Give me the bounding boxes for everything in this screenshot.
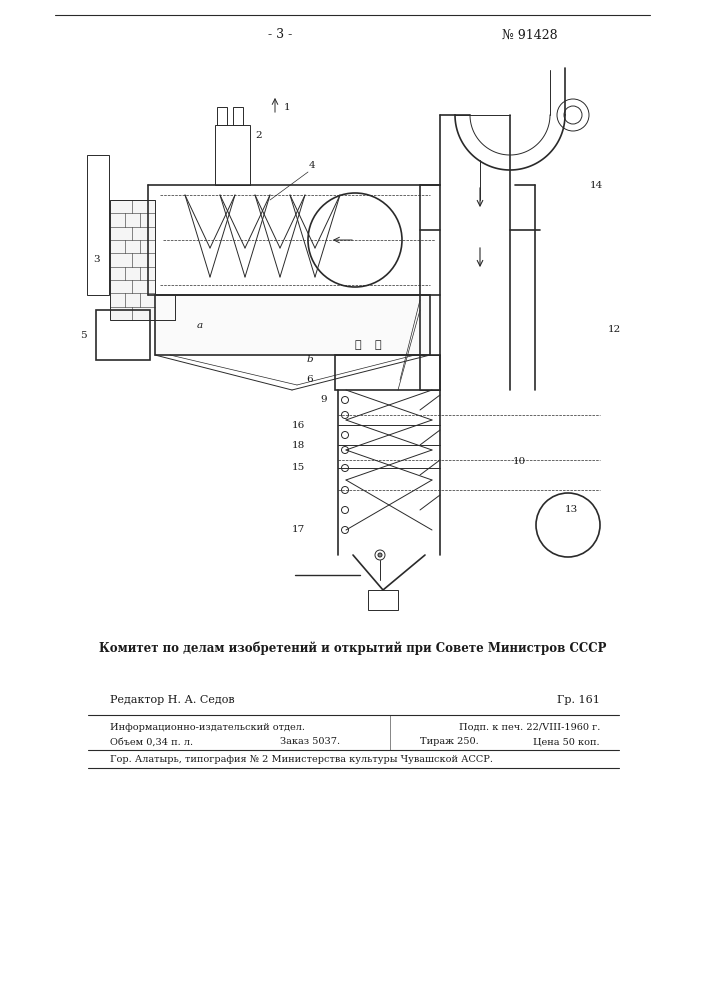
Text: 12: 12 — [608, 326, 621, 334]
Bar — [217, 107, 227, 125]
Text: 17: 17 — [292, 526, 305, 534]
Bar — [233, 107, 243, 125]
Text: Цена 50 коп.: Цена 50 коп. — [533, 738, 600, 746]
Text: ✦: ✦ — [355, 340, 361, 350]
Bar — [155, 295, 430, 355]
Text: 10: 10 — [513, 458, 526, 466]
Bar — [335, 355, 440, 390]
Text: a: a — [197, 320, 203, 330]
Text: Комитет по делам изобретений и открытий при Совете Министров СССР: Комитет по делам изобретений и открытий … — [99, 641, 607, 655]
Text: 14: 14 — [590, 180, 603, 190]
Bar — [96, 310, 150, 360]
Text: - 3 -: - 3 - — [268, 28, 292, 41]
Circle shape — [378, 553, 382, 557]
Text: 5: 5 — [80, 330, 86, 340]
Text: 2: 2 — [255, 130, 262, 139]
Text: 16: 16 — [292, 420, 305, 430]
Text: Гор. Алатырь, типография № 2 Министерства культуры Чувашской АССР.: Гор. Алатырь, типография № 2 Министерств… — [110, 756, 493, 764]
Bar — [87, 155, 109, 295]
Text: Информационно-издательский отдел.: Информационно-издательский отдел. — [110, 722, 305, 732]
Bar — [215, 125, 250, 185]
Text: 9: 9 — [320, 395, 327, 404]
Bar — [110, 200, 155, 320]
Text: 4: 4 — [309, 160, 315, 169]
Text: Тираж 250.: Тираж 250. — [420, 738, 479, 746]
Text: 13: 13 — [565, 506, 578, 514]
Text: № 91428: № 91428 — [502, 28, 558, 41]
Text: Гр. 161: Гр. 161 — [557, 695, 600, 705]
Text: Заказ 5037.: Заказ 5037. — [280, 738, 340, 746]
Text: 18: 18 — [292, 440, 305, 450]
Text: b: b — [307, 356, 313, 364]
Bar — [368, 590, 398, 610]
Text: Редактор Н. А. Седов: Редактор Н. А. Седов — [110, 695, 235, 705]
Text: 6: 6 — [307, 375, 313, 384]
Text: 3: 3 — [94, 255, 100, 264]
Text: Подп. к печ. 22/VIII-1960 г.: Подп. к печ. 22/VIII-1960 г. — [459, 722, 600, 732]
Text: Объем 0,34 п. л.: Объем 0,34 п. л. — [110, 738, 193, 746]
Text: ✦: ✦ — [375, 340, 381, 350]
Text: 1: 1 — [284, 104, 291, 112]
Text: 15: 15 — [292, 464, 305, 473]
